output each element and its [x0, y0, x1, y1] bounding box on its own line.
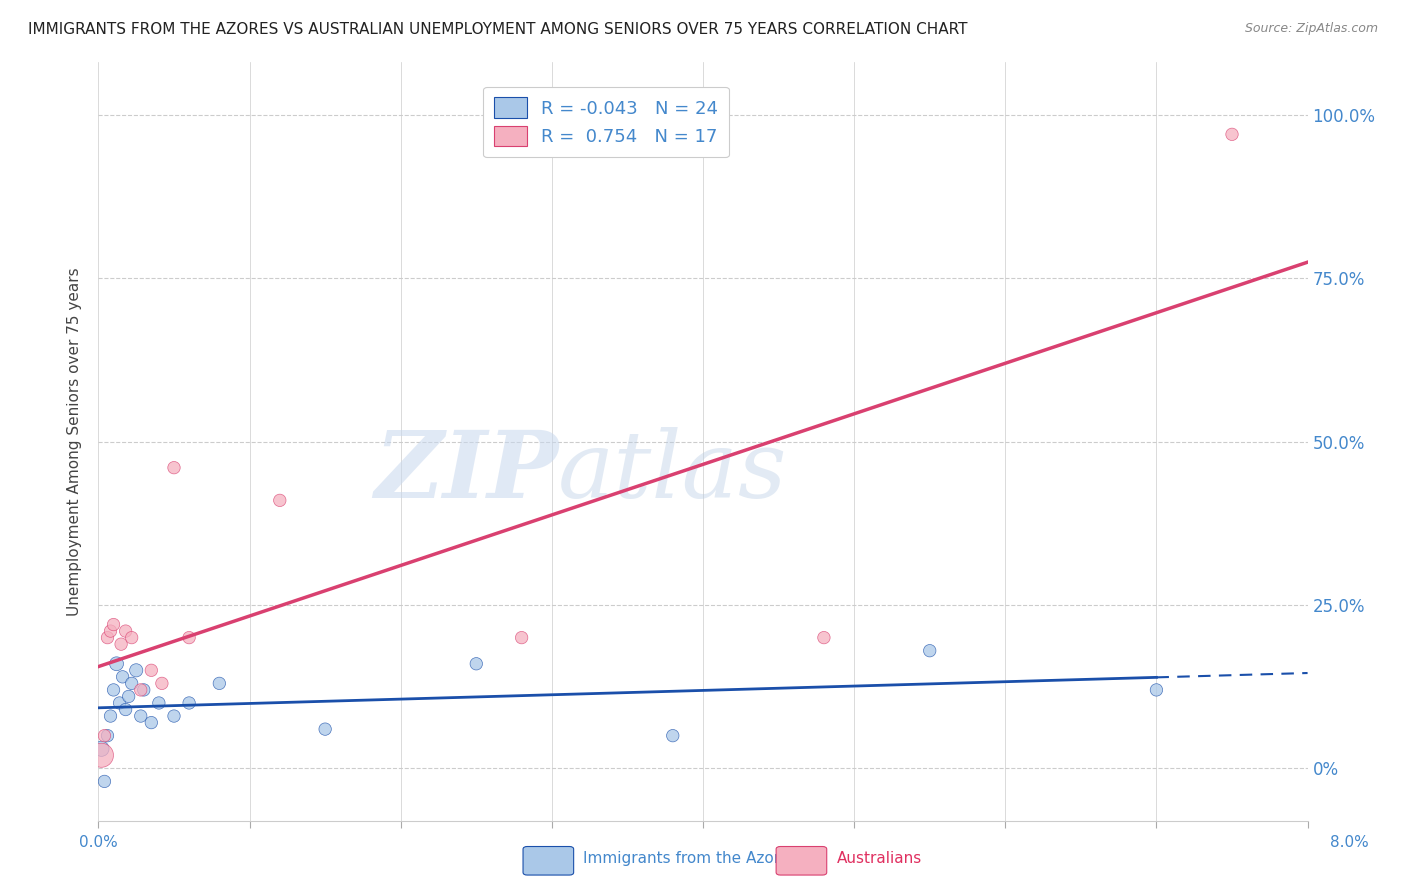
Point [100, 709, 122, 723]
Point [129, 709, 152, 723]
Point [813, 631, 835, 645]
Point [163, 460, 186, 475]
Point [132, 682, 155, 697]
Point [121, 631, 143, 645]
Point [465, 657, 488, 671]
Point [150, 676, 173, 690]
Point [129, 682, 152, 697]
Point [179, 696, 201, 710]
Point [125, 663, 148, 677]
Point [108, 696, 131, 710]
Point [100, 624, 122, 639]
Text: 8.0%: 8.0% [1330, 836, 1369, 850]
Point [510, 631, 533, 645]
Point [90, 748, 112, 763]
Point [148, 696, 170, 710]
Point [118, 690, 141, 704]
Text: atlas: atlas [558, 427, 787, 516]
Point [918, 643, 941, 657]
Text: ZIP: ZIP [374, 427, 558, 516]
Point [163, 709, 186, 723]
Text: IMMIGRANTS FROM THE AZORES VS AUSTRALIAN UNEMPLOYMENT AMONG SENIORS OVER 75 YEAR: IMMIGRANTS FROM THE AZORES VS AUSTRALIAN… [28, 22, 967, 37]
Point [103, 682, 125, 697]
Point [141, 663, 163, 677]
Text: 0.0%: 0.0% [79, 836, 118, 850]
Point [110, 637, 132, 651]
Point [208, 676, 231, 690]
Point [179, 631, 201, 645]
Point [96, 729, 118, 743]
Point [103, 617, 125, 632]
Point [314, 722, 336, 736]
Text: Australians: Australians [837, 851, 922, 865]
Point [90, 741, 112, 756]
Point [105, 657, 128, 671]
Text: Immigrants from the Azores: Immigrants from the Azores [583, 851, 797, 865]
Text: Source: ZipAtlas.com: Source: ZipAtlas.com [1244, 22, 1378, 36]
Point [661, 729, 683, 743]
Point [141, 715, 163, 730]
Point [114, 624, 136, 639]
Point [93, 729, 115, 743]
Point [121, 676, 143, 690]
Point [269, 493, 291, 508]
Y-axis label: Unemployment Among Seniors over 75 years: Unemployment Among Seniors over 75 years [67, 268, 83, 615]
Point [96, 631, 118, 645]
Point [111, 670, 134, 684]
Point [93, 774, 115, 789]
Point [1220, 128, 1243, 142]
Point [1146, 682, 1168, 697]
Legend: R = -0.043   N = 24, R =  0.754   N = 17: R = -0.043 N = 24, R = 0.754 N = 17 [484, 87, 730, 157]
Point [114, 702, 136, 716]
